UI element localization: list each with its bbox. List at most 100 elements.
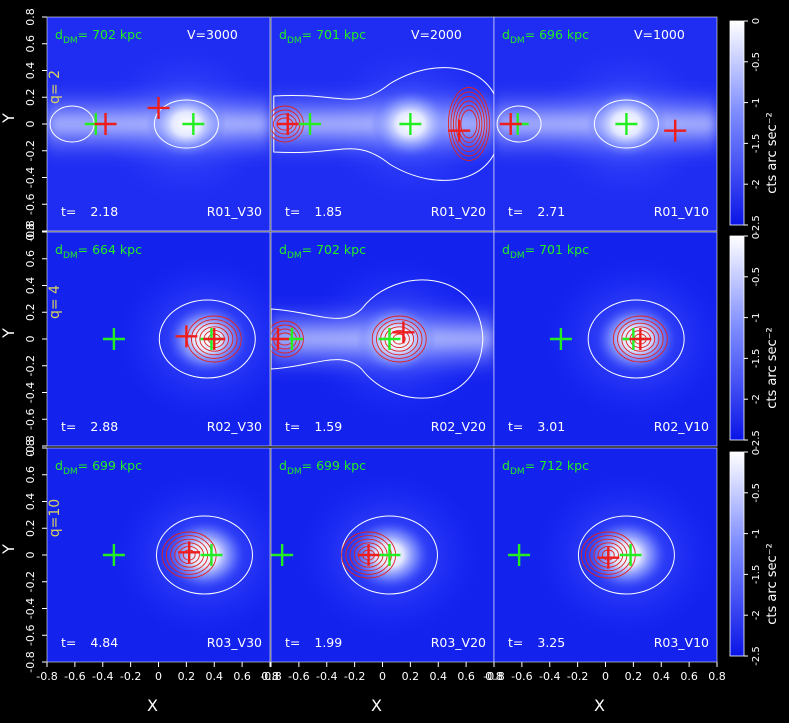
x-axis-label: X	[594, 696, 605, 715]
run-id-label: R02_V30	[207, 419, 262, 434]
x-tick-label: 0.4	[206, 670, 224, 683]
x-tick-label: 0.2	[178, 670, 196, 683]
panel-R03_V20: dDM= 699 kpc t= 1.99 R03_V20	[270, 447, 495, 663]
d-dm-label: dDM= 701 kpc	[279, 27, 366, 46]
x-tick-label: -0.4	[316, 670, 337, 683]
surface-brightness-contour	[452, 96, 485, 152]
x-tick-label: -0.6	[288, 670, 309, 683]
dm-center-cross	[549, 328, 572, 350]
y-axis-label: Y	[0, 544, 18, 555]
y-tick-label: -0.8	[24, 220, 37, 241]
d-dm-label: dDM= 701 kpc	[502, 242, 589, 261]
iso-contour	[153, 99, 219, 149]
y-tick-label: 0	[24, 336, 37, 343]
time-label: t= 2.71	[508, 204, 565, 219]
d-dm-label: dDM= 699 kpc	[55, 458, 142, 477]
q-label: q= 4	[47, 285, 63, 319]
dm-center-cross	[399, 113, 422, 135]
x-tick-label: -0.2	[120, 670, 141, 683]
x-tick-label: 0.4	[430, 670, 448, 683]
iso-contour	[593, 99, 659, 149]
run-id-label: R01_V30	[207, 204, 262, 219]
panel-R01_V10: dDM= 696 kpc V=1000 t= 2.71 R01_V10	[493, 16, 718, 232]
y-tick-label: 0.8	[24, 223, 37, 241]
gas-center-cross	[175, 325, 198, 348]
x-tick-label: 0.2	[402, 670, 420, 683]
y-tick-label: 0.2	[24, 89, 37, 107]
dm-center-cross	[102, 544, 125, 566]
time-label: t= 2.88	[61, 419, 118, 434]
y-tick-label: -0.4	[24, 167, 37, 188]
x-tick-label: 0.8	[485, 670, 503, 683]
surface-brightness-contour	[195, 322, 234, 356]
colorbar-tick-label: -1.5	[751, 134, 762, 154]
y-tick-label: -0.4	[24, 382, 37, 403]
dm-center-cross	[182, 113, 205, 135]
gas-center-cross	[392, 321, 415, 344]
dm-center-cross	[271, 544, 294, 566]
dm-center-cross	[378, 544, 401, 566]
colorbar-tick-label: 0	[751, 449, 762, 455]
panel-R02_V10: dDM= 701 kpc t= 3.01 R02_V10	[493, 231, 718, 447]
surface-brightness-contour	[617, 319, 664, 359]
q-label: q= 2	[47, 70, 63, 104]
velocity-label: V=2000	[411, 27, 462, 42]
run-id-label: R03_V20	[431, 635, 486, 650]
velocity-label: V=3000	[187, 27, 238, 42]
x-tick-label: -0.8	[483, 670, 504, 683]
time-label: t= 3.01	[508, 419, 565, 434]
x-tick-label: -0.8	[36, 670, 57, 683]
colorbar-group: 0 -0.5 -1 -1.5 -2 -2.5 cts arc sec⁻² 0 -0.5 -1 -1.…	[729, 18, 780, 666]
y-tick-label: 0.8	[24, 439, 37, 457]
y-axis-label: Y	[0, 113, 18, 124]
x-tick-label: 0.8	[261, 670, 279, 683]
gas-center-cross	[271, 328, 289, 350]
gas-center-cross	[203, 328, 226, 350]
colorbar	[729, 451, 745, 657]
dm-center-cross	[619, 544, 642, 566]
d-dm-label: dDM= 696 kpc	[502, 27, 589, 46]
y-tick-label: 0.6	[24, 250, 37, 268]
time-label: t= 3.25	[508, 635, 565, 650]
x-tick-label: -0.2	[567, 670, 588, 683]
gas-center-cross	[357, 544, 380, 566]
iso-contour	[273, 67, 494, 181]
x-tick-label: -0.4	[92, 670, 113, 683]
y-tick-label: -0.4	[24, 598, 37, 619]
time-label: t= 1.59	[285, 419, 342, 434]
colorbar-tick-label: -2.5	[751, 646, 762, 666]
x-tick-label: 0.4	[653, 670, 671, 683]
surface-brightness-contour	[447, 87, 490, 161]
x-tick-label: 0.6	[457, 670, 475, 683]
y-tick-label: 0.6	[24, 466, 37, 484]
y-tick-label: -0.6	[24, 194, 37, 215]
colorbar-tick-label: -0.5	[751, 267, 762, 287]
dm-center-cross	[102, 328, 125, 350]
y-tick-label: 0	[24, 121, 37, 128]
run-id-label: R01_V20	[431, 204, 486, 219]
panel-R02_V30: dDM= 664 kpc t= 2.88 R02_V30	[46, 231, 271, 447]
colorbar-tick-label: -1	[751, 98, 762, 108]
colorbar-tick-label: 0	[751, 18, 762, 24]
panel-R01_V30: dDM= 702 kpc V=3000 t= 2.18 R01_V30	[46, 16, 271, 232]
y-tick-label: 0.4	[24, 277, 37, 295]
iso-contour	[496, 105, 542, 143]
time-label: t= 2.18	[61, 204, 118, 219]
run-id-label: R01_V10	[654, 204, 709, 219]
surface-brightness-contour	[455, 100, 483, 148]
y-tick-label: -0.2	[24, 571, 37, 592]
panel-grid: dDM= 702 kpc V=3000 t= 2.18 R01_V30 dDM= 701 …	[46, 16, 718, 663]
y-tick-label: 0.2	[24, 520, 37, 538]
colorbar-tick-label: -1	[751, 313, 762, 323]
colorbar-label: cts arc sec⁻²	[765, 327, 780, 408]
y-tick-label: -0.2	[24, 140, 37, 161]
iso-contour	[587, 299, 685, 379]
panel-frame	[493, 231, 718, 447]
colorbar-tick-label: -1	[751, 529, 762, 539]
iso-contour	[155, 515, 253, 595]
time-label: t= 4.84	[61, 635, 118, 650]
colorbar-tick-label: -1.5	[751, 565, 762, 585]
q-label: q=10	[47, 499, 63, 537]
surface-brightness-contour	[371, 315, 427, 363]
